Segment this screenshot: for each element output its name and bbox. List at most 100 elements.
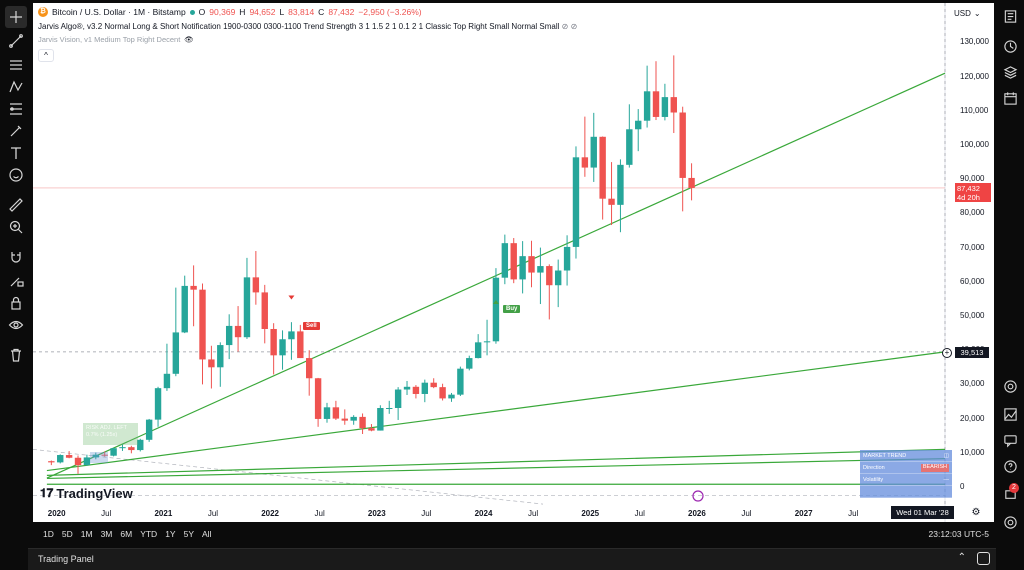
trendline-icon[interactable] [5,30,27,52]
candle-body-2021-10 [243,277,251,338]
chevron-up-icon[interactable]: ⌃ [957,552,966,563]
volatility-label: Volatility [863,477,884,483]
sell-signal-label: Sell [303,322,320,330]
indicator-legend-jarvis-vision[interactable]: Jarvis Vision, v1 Medium Top Right Decen… [38,35,194,44]
low-label: L [279,7,285,17]
high-value: 94,652 [249,7,276,17]
candle-body-2021-07 [217,345,224,368]
candle-body-2025-11 [679,112,686,178]
calendar-icon[interactable] [1000,88,1020,108]
utc-clock[interactable]: 23:12:03 UTC-5 [928,529,989,539]
change-value: −2,950 (−3.26%) [358,7,422,17]
candle-countdown: 4d 20h [957,193,980,202]
watchlist-icon[interactable] [1000,6,1020,26]
pattern-icon[interactable] [5,76,27,98]
candle-body-2024-05 [519,256,526,280]
candle-body-2021-02 [172,332,180,374]
candle-body-2025-03 [608,198,615,205]
range-ytd-button[interactable]: YTD [140,529,158,539]
table-icon: ◫ [943,453,949,459]
candle-body-2021-06 [208,359,215,368]
currency-selector[interactable]: USD ⌄ [954,9,981,18]
price-chart[interactable]: ₿ Bitcoin / U.S. Dollar · 1M · Bitstamp … [33,3,994,522]
candle-body-2020-08 [119,447,126,449]
add-alert-plus-icon[interactable]: + [942,348,952,358]
alerts-clock-icon[interactable] [1000,36,1020,56]
candle-body-2023-06 [421,382,429,394]
event-marker-icon[interactable] [692,490,704,502]
indicator-settings-icon[interactable]: ⊘ ⊘ [561,22,578,31]
candle-body-2024-03 [501,243,509,278]
crosshair-icon[interactable] [5,6,27,28]
direction-value: BEARISH [920,464,949,472]
fib-icon[interactable] [5,98,27,120]
range-3m-button[interactable]: 3M [100,529,113,539]
price-tick-label: 20,000 [960,413,985,423]
market-trend-header-row: MARKET TREND ◫ [860,450,952,462]
horizontal-lines-icon[interactable] [5,54,27,76]
magnet-icon[interactable] [5,246,27,268]
time-tick-label: Jul [207,509,219,518]
chart-signal-icon[interactable] [1000,404,1020,424]
range-6m-button[interactable]: 6M [120,529,133,539]
eye-icon[interactable] [5,314,27,336]
ruler-icon[interactable] [5,194,27,216]
trading-panel-bar[interactable]: Trading Panel ⌃ [28,548,996,570]
candle-body-2024-08 [546,266,553,286]
trading-panel-label[interactable]: Trading Panel [38,554,94,564]
range-5y-button[interactable]: 5Y [183,529,194,539]
candle-body-2023-08 [439,387,446,399]
chart-settings-gear-icon[interactable]: ⚙ [971,507,981,518]
market-trend-volatility-row: Volatility — [860,474,952,486]
candle-body-2025-07 [643,91,651,121]
candle-body-2025-12 [688,177,695,188]
collapse-legend-button[interactable]: ^ [38,49,54,62]
price-tick-label: 0 [960,482,965,491]
candle-body-2024-07 [537,266,544,273]
price-tick-label: 120,000 [960,71,989,81]
time-tick-label: Jul [848,509,859,518]
candle-body-2024-06 [528,256,535,273]
brush-icon[interactable] [5,120,27,142]
indicator-legend-jarvis-algo[interactable]: Jarvis Algo®, v3.2 Normal Long & Short N… [38,22,577,31]
chat-icon[interactable] [1000,430,1020,450]
candle-body-2022-01 [270,328,277,356]
emoji-icon[interactable] [5,164,27,186]
risk-overlay-label: RISK ADJ. LEFT 0.7% (1.25x) [83,423,138,445]
lock-icon[interactable] [5,292,27,314]
widget-toolbar: 2 [996,0,1024,545]
candle-body-2020-07 [110,448,117,456]
candle-body-2022-03 [288,331,295,340]
zoom-in-icon[interactable] [5,216,27,238]
candle-body-2023-05 [412,386,420,394]
maximize-panel-icon[interactable] [977,552,990,565]
symbol-title[interactable]: Bitcoin / U.S. Dollar · 1M · Bitstamp [52,7,186,17]
range-all-button[interactable]: All [202,529,212,539]
help-icon[interactable] [1000,456,1020,476]
candle-body-2023-04 [403,386,411,390]
candle-body-2021-11 [252,277,260,293]
candle-body-2020-04 [83,457,91,466]
candle-body-2024-01 [483,341,491,343]
lock-drawing-icon[interactable] [5,270,27,292]
range-1y-button[interactable]: 1Y [165,529,176,539]
price-tick-label: 100,000 [960,140,989,149]
price-tick-label: 90,000 [960,174,985,184]
speedometer-icon[interactable] [1000,376,1020,396]
trash-icon[interactable] [5,344,27,366]
account-icon[interactable] [1000,512,1020,532]
tradingview-logo[interactable]: 𝟏𝟕 TradingView [40,486,133,501]
candle-body-2023-10 [457,368,464,395]
indicator-jarvis-vision-label: Jarvis Vision, v1 Medium Top Right Decen… [38,35,181,44]
range-1d-button[interactable]: 1D [43,529,54,539]
range-5d-button[interactable]: 5D [61,529,73,539]
text-icon[interactable] [5,142,27,164]
time-tick-label: Jul [421,509,432,518]
market-trend-table: MARKET TREND ◫ Direction BEARISH Volatil… [860,450,952,498]
layers-icon[interactable] [1000,62,1020,82]
range-1m-button[interactable]: 1M [80,529,93,539]
candle-body-2025-05 [626,129,633,165]
chart-canvas[interactable] [33,3,994,522]
price-tick-label: 30,000 [960,379,985,389]
visibility-eye-icon[interactable]: 👁 [184,35,194,44]
